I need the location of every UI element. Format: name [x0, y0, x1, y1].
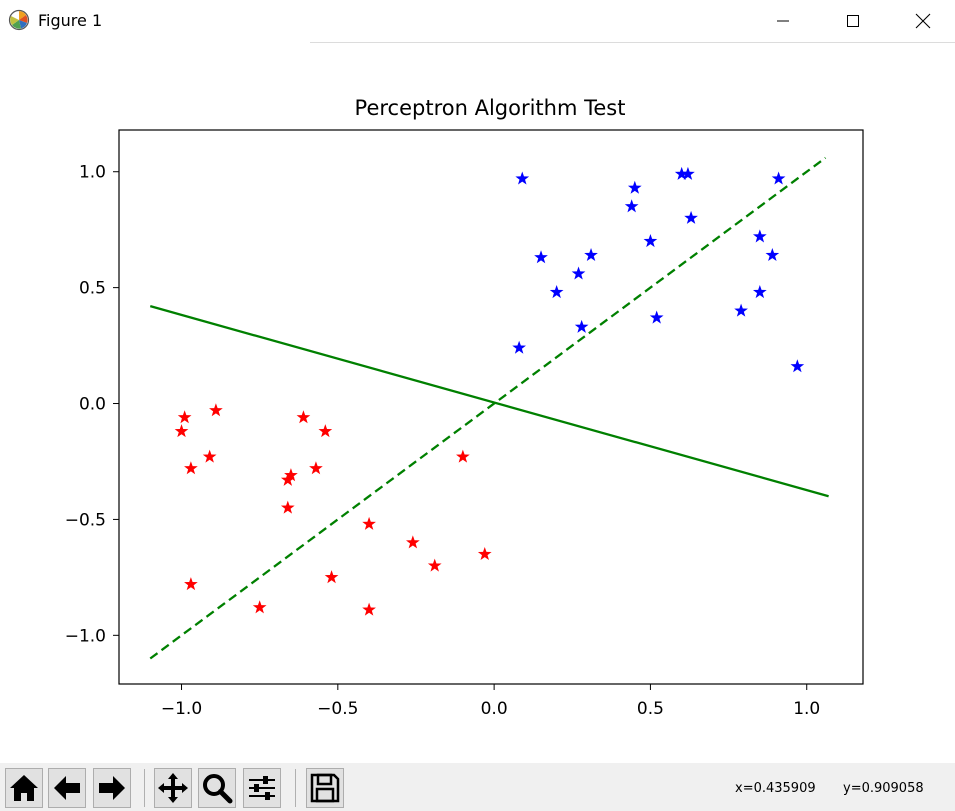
scatter-point — [681, 166, 695, 180]
y-tick-label: 1.0 — [79, 163, 106, 183]
scatter-point — [284, 468, 298, 482]
configure-subplots-button[interactable] — [243, 768, 281, 808]
forward-arrow-icon — [99, 776, 125, 800]
scatter-point — [174, 424, 189, 438]
y-tick-label: 0.5 — [79, 279, 106, 299]
scatter-point — [534, 250, 548, 264]
scatter-point — [184, 577, 198, 591]
ticks-layer: −1.0 −0.5 0.0 0.5 1.0 −1.0 −0.5 0.0 0.5 1.0 — [65, 163, 821, 719]
scatter-point — [362, 602, 376, 616]
back-button[interactable] — [48, 768, 86, 808]
scatter-point — [771, 171, 786, 185]
scatter-point — [765, 247, 780, 261]
scatter-chart[interactable]: Perceptron Algorithm Test −1.0 −0.5 0.0 0.5… — [0, 43, 955, 763]
scatter-point — [456, 449, 470, 463]
navigation-toolbar: x=0.435909 y=0.909058 — [0, 763, 955, 811]
x-tick-label: 0.0 — [481, 699, 508, 719]
y-tick-label: −1.0 — [65, 626, 106, 646]
scatter-point — [584, 247, 598, 261]
close-icon — [915, 13, 931, 29]
scatter-point — [477, 546, 492, 561]
scatter-point — [309, 461, 323, 475]
plot-area-frame — [118, 129, 864, 685]
x-tick-label: 1.0 — [793, 699, 820, 719]
dashed-line — [149, 156, 827, 660]
y-tick-label: −0.5 — [65, 510, 106, 530]
cursor-y-readout: y=0.909058 — [843, 781, 924, 796]
minimize-icon — [777, 20, 789, 22]
scatter-point — [752, 229, 767, 243]
x-tick-label: 0.5 — [637, 699, 664, 719]
save-button[interactable] — [306, 768, 344, 808]
scatter-point — [427, 558, 442, 572]
scatter-point — [624, 199, 639, 213]
solid-line — [149, 305, 829, 498]
back-arrow-icon — [54, 776, 80, 800]
scatter-point — [296, 410, 311, 424]
scatter-point — [512, 340, 526, 354]
titlebar-divider — [310, 42, 955, 43]
scatter-point — [280, 500, 295, 514]
home-icon — [10, 775, 38, 801]
scatter-point — [790, 359, 805, 373]
zoom-button[interactable] — [198, 768, 236, 808]
zoom-icon — [203, 774, 233, 804]
chart-title: Perceptron Algorithm Test — [355, 96, 626, 120]
x-tick-label: −1.0 — [161, 699, 202, 719]
scatter-point — [184, 461, 198, 475]
scatter-point — [684, 210, 698, 224]
points-layer — [174, 166, 805, 616]
figure-canvas[interactable]: Perceptron Algorithm Test −1.0 −0.5 0.0 0.5… — [0, 43, 955, 763]
scatter-point — [177, 410, 192, 424]
pan-button[interactable] — [154, 768, 192, 808]
scatter-point — [574, 319, 589, 333]
scatter-point — [571, 266, 586, 280]
maximize-icon — [847, 15, 859, 27]
home-button[interactable] — [5, 768, 43, 808]
toolbar-separator — [295, 769, 296, 807]
window-title: Figure 1 — [38, 11, 103, 30]
scatter-point — [549, 285, 564, 299]
scatter-point — [202, 449, 217, 463]
scatter-point — [649, 310, 664, 324]
matplotlib-logo-icon — [8, 9, 30, 31]
scatter-point — [752, 285, 767, 299]
forward-button[interactable] — [93, 768, 131, 808]
scatter-point — [515, 171, 530, 185]
save-icon — [310, 773, 340, 803]
cursor-x-readout: x=0.435909 — [735, 781, 816, 796]
configure-subplots-icon — [249, 776, 275, 800]
scatter-point — [627, 180, 642, 194]
pan-icon — [158, 773, 188, 803]
scatter-point — [734, 303, 748, 317]
x-tick-label: −0.5 — [317, 699, 358, 719]
toolbar-separator — [144, 769, 145, 807]
y-tick-label: 0.0 — [79, 395, 106, 415]
close-button[interactable] — [900, 0, 946, 42]
scatter-point — [252, 600, 267, 614]
scatter-point — [406, 535, 420, 549]
scatter-point — [643, 234, 658, 248]
scatter-point — [280, 472, 295, 486]
window-titlebar: Figure 1 — [0, 0, 955, 42]
scatter-point — [324, 570, 339, 584]
maximize-button[interactable] — [830, 0, 876, 42]
minimize-button[interactable] — [760, 0, 806, 42]
scatter-point — [362, 516, 376, 530]
lines-layer — [149, 156, 829, 660]
scatter-point — [318, 424, 333, 438]
scatter-point — [674, 166, 689, 180]
scatter-point — [209, 403, 223, 417]
